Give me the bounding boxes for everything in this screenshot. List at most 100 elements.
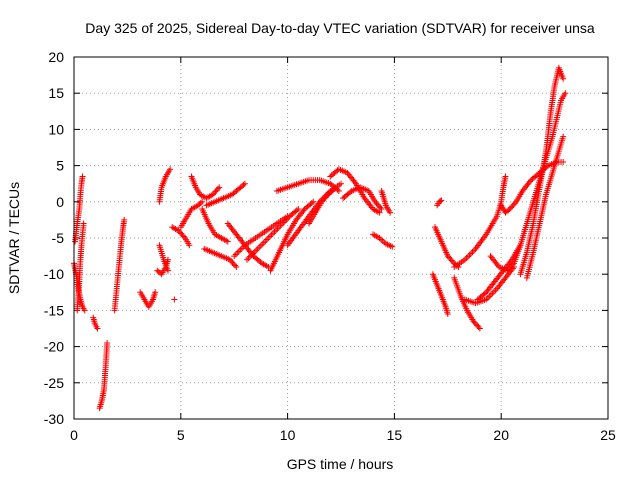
series-arc-28 xyxy=(370,231,396,250)
data-point xyxy=(240,181,247,188)
y-tick-label: -5 xyxy=(52,230,65,246)
data-point xyxy=(475,324,482,331)
data-point xyxy=(505,266,512,273)
series-arc-11 xyxy=(171,296,178,303)
data-point xyxy=(216,184,223,191)
series-arc-9 xyxy=(156,242,171,274)
data-point xyxy=(469,248,476,255)
data-point xyxy=(387,209,394,216)
data-point xyxy=(237,246,244,253)
data-point xyxy=(502,173,509,180)
data-point xyxy=(474,322,481,329)
data-point xyxy=(506,206,513,213)
x-tick-label: 20 xyxy=(493,427,509,443)
data-point xyxy=(164,267,171,274)
x-tick-label: 0 xyxy=(70,427,78,443)
data-point xyxy=(511,200,518,207)
data-point xyxy=(94,325,101,332)
data-point xyxy=(347,189,354,196)
data-point xyxy=(467,250,474,257)
data-point xyxy=(321,195,328,202)
data-point xyxy=(471,247,478,254)
series-arc-12 xyxy=(169,224,193,249)
data-point xyxy=(213,187,220,194)
data-point xyxy=(228,258,235,265)
data-point xyxy=(444,311,451,318)
series-arc-4 xyxy=(90,314,101,332)
data-point xyxy=(335,187,342,194)
data-point xyxy=(273,227,280,234)
series-arc-17 xyxy=(201,245,240,270)
data-point xyxy=(310,198,317,205)
data-point xyxy=(490,288,497,295)
data-point xyxy=(178,230,185,237)
data-point xyxy=(253,247,260,254)
data-point xyxy=(214,185,221,192)
data-point xyxy=(171,296,178,303)
series-arc-35 xyxy=(474,242,524,303)
y-tick-label: -25 xyxy=(44,375,64,391)
series-arc-21 xyxy=(267,198,317,274)
data-point xyxy=(231,253,238,260)
data-point xyxy=(389,243,396,250)
data-point xyxy=(244,256,251,263)
series-arc-39 xyxy=(523,133,567,281)
y-tick-label: 10 xyxy=(48,121,64,137)
data-point xyxy=(562,90,569,97)
series-arc-26 xyxy=(340,184,385,213)
series-arc-5 xyxy=(96,339,111,412)
data-point xyxy=(232,262,239,269)
data-point xyxy=(437,198,444,205)
data-point xyxy=(447,255,454,262)
series-arc-13 xyxy=(177,198,206,231)
data-point xyxy=(266,233,273,240)
data-point xyxy=(224,238,231,245)
data-point xyxy=(543,163,550,170)
data-point xyxy=(470,318,477,325)
data-point xyxy=(320,197,327,204)
data-point xyxy=(492,287,499,294)
series-arc-34 xyxy=(461,263,518,307)
data-point xyxy=(378,206,385,213)
data-point xyxy=(265,235,272,241)
data-point xyxy=(510,201,517,208)
data-point xyxy=(466,252,473,259)
data-point xyxy=(504,267,511,274)
data-point xyxy=(560,158,567,165)
data-point xyxy=(481,290,488,297)
data-point xyxy=(509,261,516,268)
data-point xyxy=(295,206,302,213)
series-arc-27 xyxy=(378,187,394,216)
data-point xyxy=(186,242,193,249)
data-point xyxy=(331,185,338,192)
data-point xyxy=(486,293,493,300)
data-point xyxy=(508,204,515,211)
data-point xyxy=(508,263,515,270)
data-point xyxy=(209,191,216,198)
data-point xyxy=(263,236,270,243)
data-point xyxy=(260,239,267,246)
series-arc-30 xyxy=(429,271,451,318)
data-point xyxy=(318,198,325,205)
axis-ticks: 0 5 10 15 20 25 -30 -25 -20 -15 -10 -5 0 5 10 15 20 xyxy=(44,49,616,443)
data-point xyxy=(233,263,240,270)
data-point xyxy=(268,231,275,238)
y-tick-label: -30 xyxy=(44,411,64,427)
y-tick-label: -20 xyxy=(44,339,64,355)
series-arc-24 xyxy=(305,185,338,227)
data-point xyxy=(271,228,278,235)
data-point xyxy=(471,319,478,326)
series-arc-32 xyxy=(451,274,483,332)
data-point xyxy=(293,207,300,214)
data-point xyxy=(374,201,381,208)
series-arc-16 xyxy=(203,180,248,209)
data-point xyxy=(308,200,315,207)
x-axis-label: GPS time / hours xyxy=(287,456,394,472)
data-point xyxy=(179,232,186,239)
data-point xyxy=(463,255,470,262)
data-point xyxy=(372,198,379,205)
data-point xyxy=(507,264,514,271)
series-arc-7 xyxy=(137,289,159,310)
series-arc-38 xyxy=(517,64,567,278)
series-arc-25 xyxy=(327,166,383,216)
